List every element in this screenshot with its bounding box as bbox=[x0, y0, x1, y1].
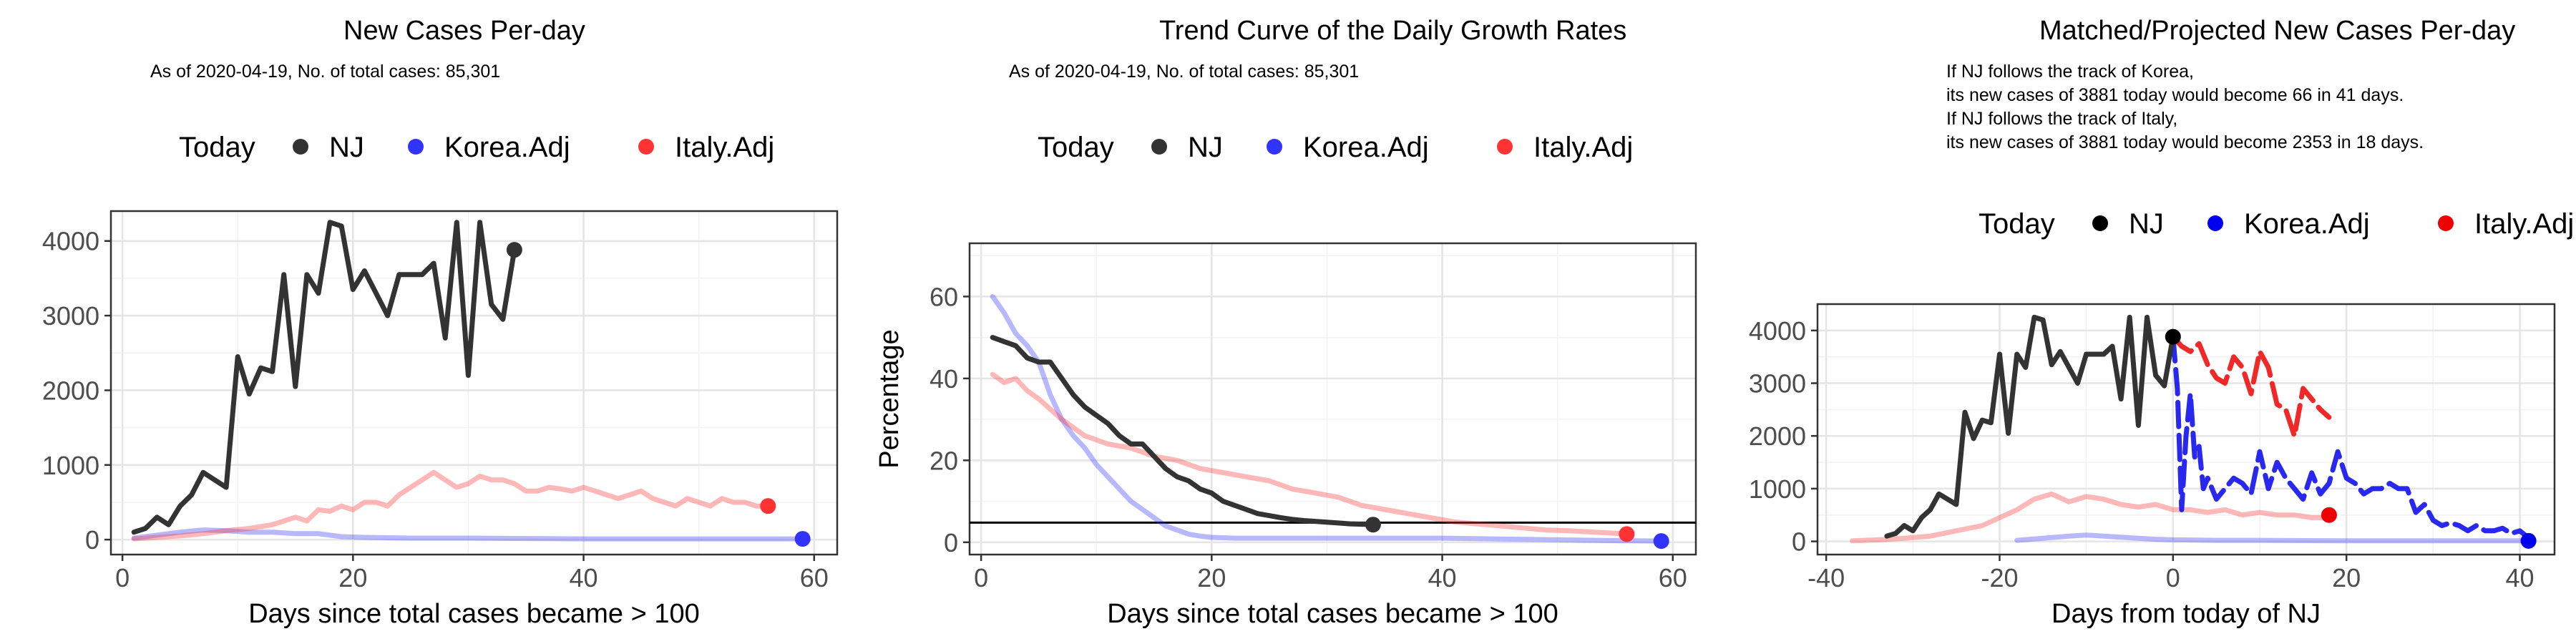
chart-new-cases-per-day: New Cases Per-day As of 2020-04-19, No. o… bbox=[0, 0, 859, 644]
chart-projected-new-cases: Matched/Projected New Cases Per-day If NJ… bbox=[1717, 0, 2576, 644]
series-line-korea-adj bbox=[2170, 334, 2532, 541]
chart-3-svg: Matched/Projected New Cases Per-day If NJ… bbox=[1749, 16, 2574, 629]
today-point-nj bbox=[506, 242, 522, 258]
y-tick-label: 3000 bbox=[1749, 369, 1806, 399]
today-point-nj bbox=[2165, 328, 2181, 345]
series-line-korea-adj-history bbox=[2014, 532, 2532, 544]
today-point-italy-adj bbox=[1619, 526, 1635, 542]
x-tick-label: 20 bbox=[1197, 563, 1226, 592]
annotation-line: its new cases of 3881 today would become… bbox=[1946, 85, 2404, 105]
y-tick-label: 40 bbox=[930, 364, 958, 394]
y-tick-label: 4000 bbox=[42, 227, 99, 256]
annotation-line: its new cases of 3881 today would become… bbox=[1946, 132, 2424, 152]
legend-title: Today bbox=[1979, 208, 2055, 240]
x-tick-label: 0 bbox=[115, 563, 130, 592]
legend-label: Italy.Adj bbox=[675, 132, 774, 163]
chart-title: Trend Curve of the Daily Growth Rates bbox=[1159, 16, 1626, 46]
today-point-korea-adj bbox=[2520, 532, 2537, 549]
chart-2-svg: Trend Curve of the Daily Growth Rates As … bbox=[874, 16, 1697, 629]
series-line-italy-adj bbox=[2170, 334, 2332, 439]
x-tick-label: 0 bbox=[2166, 563, 2180, 592]
x-tick-label: -20 bbox=[1981, 563, 2018, 592]
chart-daily-growth-rates: Trend Curve of the Daily Growth Rates As … bbox=[859, 0, 1717, 644]
legend: Today NJ Korea.Adj Italy.Adj bbox=[179, 132, 774, 163]
y-tick-label: 0 bbox=[1792, 527, 1806, 557]
y-tick-label: 60 bbox=[930, 282, 958, 311]
today-point-italy-adj bbox=[2321, 507, 2337, 523]
legend-label: Korea.Adj bbox=[2244, 208, 2370, 240]
y-tick-label: 1000 bbox=[1749, 474, 1806, 504]
chart-title: New Cases Per-day bbox=[343, 16, 585, 46]
legend-key-korea-adj bbox=[1267, 139, 1282, 155]
x-tick-label: 0 bbox=[974, 563, 988, 592]
today-point-korea-adj bbox=[1653, 533, 1669, 550]
y-tick-label: 4000 bbox=[1749, 316, 1806, 346]
legend-title: Today bbox=[179, 132, 255, 163]
series-line-italy-adj bbox=[990, 371, 1629, 537]
chart-1-svg: New Cases Per-day As of 2020-04-19, No. o… bbox=[42, 16, 839, 629]
x-tick-label: -40 bbox=[1807, 563, 1845, 592]
legend-key-korea-adj bbox=[408, 139, 424, 155]
legend-title: Today bbox=[1038, 132, 1114, 163]
chart-subtitle: As of 2020-04-19, No. of total cases: 85… bbox=[150, 62, 500, 82]
today-point-korea-adj bbox=[794, 531, 811, 547]
x-tick-label: 40 bbox=[1428, 563, 1457, 592]
annotation-line: If NJ follows the track of Korea, bbox=[1946, 62, 2194, 82]
plot-border bbox=[109, 210, 839, 556]
y-tick-label: 0 bbox=[85, 525, 99, 555]
series-line-korea-adj bbox=[131, 527, 806, 542]
series-line-nj bbox=[990, 335, 1376, 527]
x-tick-label: 20 bbox=[338, 563, 367, 592]
y-tick-label: 2000 bbox=[1749, 421, 1806, 451]
y-axis-title: Percentage bbox=[874, 329, 904, 468]
series-line-italy-adj-history bbox=[1850, 491, 2332, 544]
today-point-nj bbox=[1365, 517, 1381, 533]
series-line-nj bbox=[1884, 314, 2176, 539]
legend-label: Italy.Adj bbox=[1533, 132, 1633, 163]
legend-label: Italy.Adj bbox=[2474, 208, 2574, 240]
chart-subtitle: As of 2020-04-19, No. of total cases: 85… bbox=[1009, 62, 1359, 82]
legend-label: NJ bbox=[1188, 132, 1223, 163]
legend: Today NJ Korea.Adj Italy.Adj bbox=[1979, 208, 2574, 240]
legend-key-italy-adj bbox=[1497, 139, 1513, 155]
legend-key-nj bbox=[1151, 139, 1167, 155]
legend-label: NJ bbox=[2129, 208, 2164, 240]
legend-key-nj bbox=[293, 139, 308, 155]
legend-key-italy-adj bbox=[2438, 215, 2454, 231]
x-axis-title: Days since total cases became > 100 bbox=[1107, 599, 1558, 629]
y-tick-label: 2000 bbox=[42, 376, 99, 405]
legend-key-korea-adj bbox=[2207, 215, 2223, 231]
grid bbox=[970, 243, 1696, 555]
y-tick-label: 1000 bbox=[42, 451, 99, 480]
legend-label: Korea.Adj bbox=[1303, 132, 1429, 163]
x-tick-label: 60 bbox=[800, 563, 829, 592]
x-tick-label: 60 bbox=[1659, 563, 1687, 592]
x-axis-title: Days from today of NJ bbox=[2051, 599, 2321, 629]
legend-label: Korea.Adj bbox=[444, 132, 570, 163]
y-tick-label: 20 bbox=[930, 446, 958, 475]
series-line-korea-adj bbox=[990, 293, 1664, 544]
y-tick-label: 3000 bbox=[42, 301, 99, 331]
legend-key-nj bbox=[2092, 215, 2108, 231]
plot-border bbox=[1816, 303, 2556, 556]
series-line-italy-adj bbox=[131, 469, 771, 542]
x-axis-title: Days since total cases became > 100 bbox=[248, 599, 700, 629]
x-tick-label: 40 bbox=[570, 563, 598, 592]
plot-border bbox=[968, 242, 1697, 556]
series-line-nj bbox=[131, 220, 517, 535]
today-point-italy-adj bbox=[760, 498, 776, 514]
chart-title: Matched/Projected New Cases Per-day bbox=[2039, 16, 2515, 46]
grid bbox=[111, 211, 837, 555]
x-tick-label: 40 bbox=[2506, 563, 2534, 592]
annotation-line: If NJ follows the track of Italy, bbox=[1946, 109, 2177, 129]
legend-key-italy-adj bbox=[638, 139, 654, 155]
legend-label: NJ bbox=[329, 132, 364, 163]
y-tick-label: 0 bbox=[944, 528, 958, 557]
x-tick-label: 20 bbox=[2332, 563, 2361, 592]
legend: Today NJ Korea.Adj Italy.Adj bbox=[1038, 132, 1633, 163]
